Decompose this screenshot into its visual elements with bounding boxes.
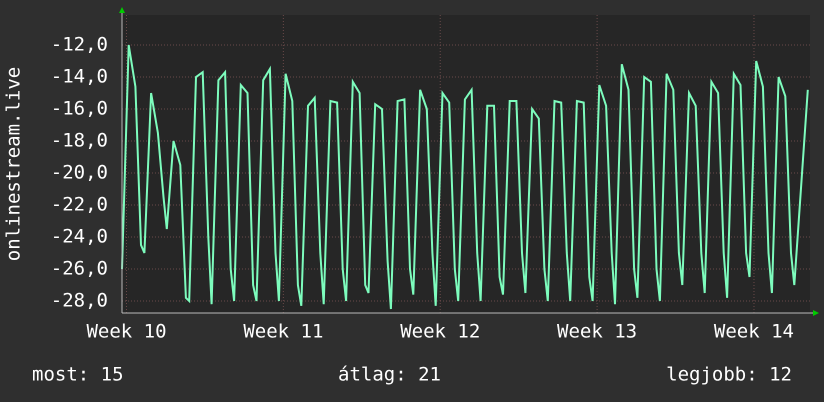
y-tick-label: -20,0 (51, 162, 108, 184)
y-tick-label: -28,0 (51, 290, 108, 312)
y-tick-label: -22,0 (51, 194, 108, 216)
stat-current: most: 15 (32, 364, 124, 386)
y-tick-label: -16,0 (51, 98, 108, 120)
stat-best: legjobb: 12 (666, 364, 792, 386)
y-tick-label: -12,0 (51, 34, 108, 56)
y-axis-label: onlinestream.live (3, 67, 25, 261)
axis-arrow (119, 7, 125, 13)
plot-area (122, 15, 810, 313)
x-tick-label: Week 10 (86, 321, 166, 343)
y-tick-label: -18,0 (51, 130, 108, 152)
data-line (121, 44, 809, 310)
x-tick-label: Week 13 (557, 321, 637, 343)
y-tick-label: -14,0 (51, 66, 108, 88)
x-tick-label: Week 12 (400, 321, 480, 343)
axis-arrow (813, 310, 819, 316)
stat-average: átlag: 21 (338, 364, 441, 386)
y-tick-label: -26,0 (51, 258, 108, 280)
x-tick-label: Week 11 (243, 321, 323, 343)
x-tick-label: Week 14 (714, 321, 794, 343)
y-tick-label: -24,0 (51, 226, 108, 248)
plot (121, 15, 810, 313)
